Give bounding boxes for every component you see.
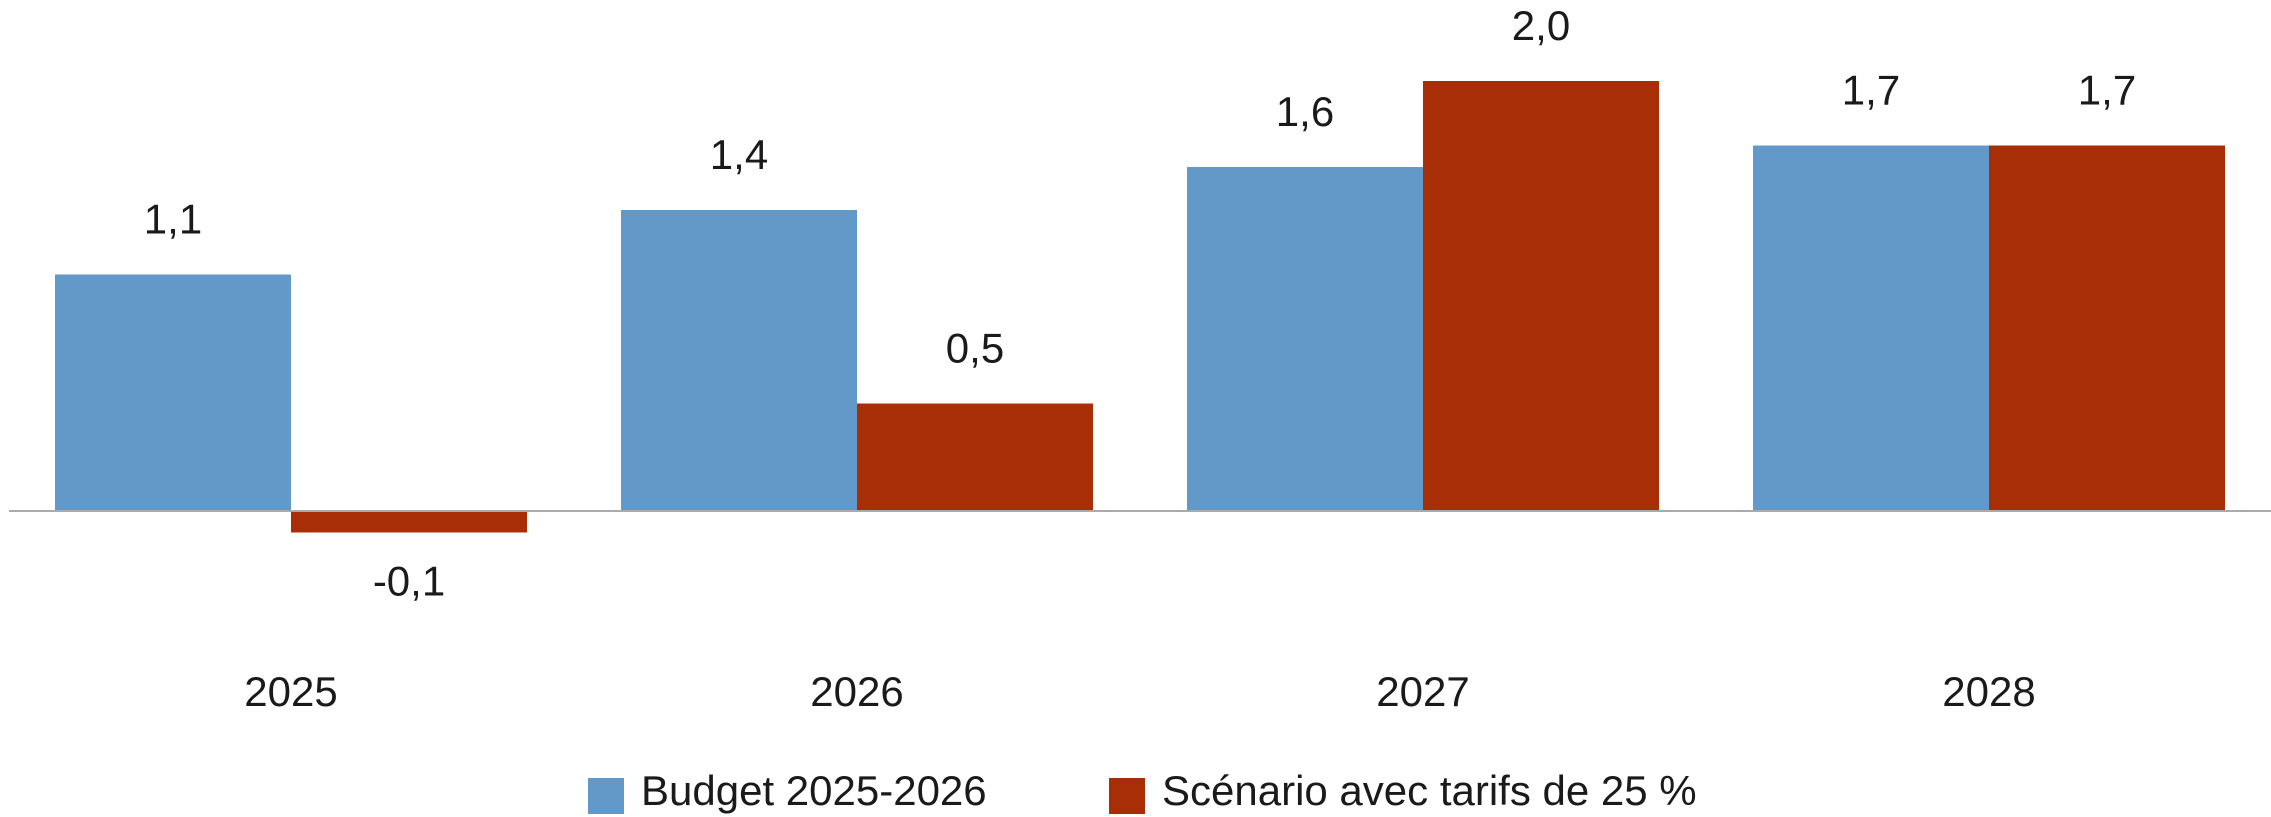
value-label: 1,4 — [710, 131, 768, 178]
bar — [1753, 145, 1989, 511]
legend-label: Budget 2025-2026 — [641, 767, 987, 814]
bar — [621, 210, 857, 511]
x-tick-label: 2028 — [1942, 668, 2035, 715]
bar — [1423, 81, 1659, 511]
value-label: 1,1 — [144, 196, 202, 243]
bar — [857, 403, 1093, 511]
value-label: 1,7 — [1842, 67, 1900, 114]
bar — [1989, 145, 2225, 511]
value-label: 1,7 — [2078, 67, 2136, 114]
value-label: 1,6 — [1276, 88, 1334, 135]
bar — [1187, 167, 1423, 511]
x-tick-label: 2026 — [810, 668, 903, 715]
bar — [291, 511, 527, 533]
value-label: 0,5 — [946, 325, 1004, 372]
value-label: -0,1 — [373, 558, 445, 605]
value-label: 2,0 — [1512, 2, 1570, 49]
legend-swatch — [588, 778, 624, 814]
x-tick-label: 2025 — [244, 668, 337, 715]
legend-label: Scénario avec tarifs de 25 % — [1162, 767, 1697, 814]
x-tick-label: 2027 — [1376, 668, 1469, 715]
bar — [55, 274, 291, 511]
legend-swatch — [1109, 778, 1145, 814]
